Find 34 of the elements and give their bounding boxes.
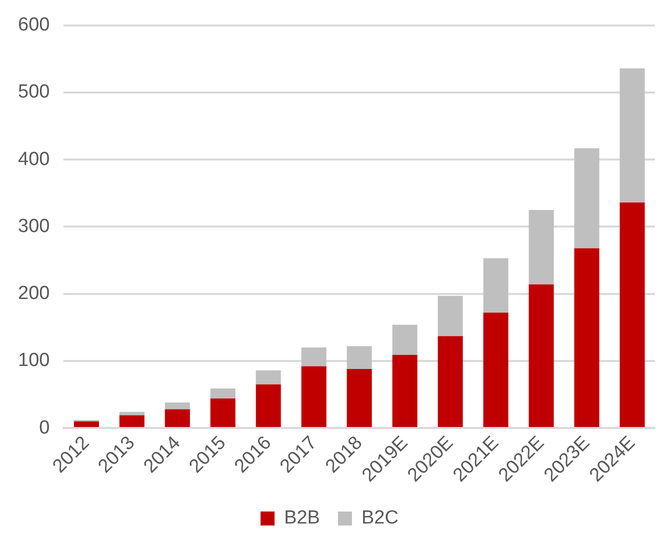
bar xyxy=(438,296,463,336)
bar xyxy=(392,324,418,355)
bar xyxy=(164,402,190,410)
bar xyxy=(119,415,144,428)
bar xyxy=(438,336,463,428)
bar xyxy=(256,384,281,428)
bar xyxy=(483,312,508,428)
bar xyxy=(346,346,372,369)
bar xyxy=(574,148,600,248)
bar xyxy=(392,354,418,428)
bar xyxy=(119,412,144,416)
y-tick-label: 200 xyxy=(18,283,50,304)
bar xyxy=(256,370,281,384)
bar xyxy=(620,202,645,428)
y-tick-label: 400 xyxy=(18,148,50,170)
bar xyxy=(574,248,600,428)
bar xyxy=(164,409,190,428)
bar xyxy=(528,284,554,428)
bar xyxy=(528,210,554,284)
y-tick-label: 600 xyxy=(18,14,50,36)
bar xyxy=(620,68,645,203)
legend-label: B2C xyxy=(361,508,398,529)
bar xyxy=(74,421,99,428)
y-tick-label: 100 xyxy=(18,350,50,372)
bar xyxy=(210,398,236,428)
bar xyxy=(483,258,508,313)
bar xyxy=(346,368,372,428)
bar xyxy=(210,388,236,399)
y-tick-label: 300 xyxy=(18,216,50,237)
bar xyxy=(301,366,326,428)
y-tick-label: 0 xyxy=(39,417,50,438)
y-tick-label: 500 xyxy=(18,82,50,103)
bar xyxy=(301,348,326,366)
legend-label: B2B xyxy=(284,508,320,529)
